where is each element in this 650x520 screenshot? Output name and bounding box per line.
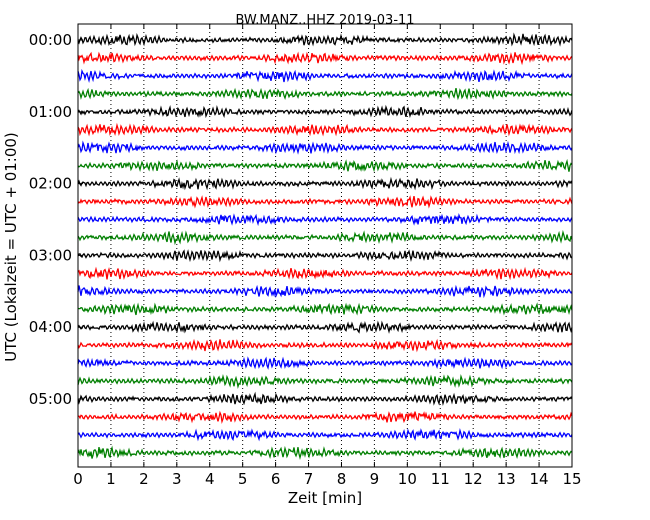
trace-line [77, 229, 573, 246]
trace-line [77, 104, 573, 119]
trace-line [77, 302, 573, 316]
chart-title: BW.MANZ..HHZ 2019-03-11 [235, 13, 414, 28]
x-tick-label: 3 [172, 470, 182, 488]
x-tick-label: 14 [530, 470, 549, 488]
trace-line [77, 338, 573, 353]
x-tick-label: 1 [106, 470, 116, 488]
trace-line [77, 284, 573, 299]
y-tick-label: 05:00 [29, 390, 72, 408]
trace-line [77, 176, 573, 191]
x-axis-ticks: 0 1 2 3 4 5 6 7 8 9 10 11 12 13 14 15 [73, 24, 582, 488]
x-tick-label: 15 [562, 470, 581, 488]
seismic-traces [77, 32, 573, 460]
trace-line [77, 158, 573, 173]
x-tick-label: 12 [464, 470, 483, 488]
y-tick-label: 00:00 [29, 31, 72, 49]
x-tick-label: 4 [205, 470, 215, 488]
x-tick-label: 9 [370, 470, 380, 488]
y-axis-label: UTC (Lokalzeit = UTC + 01:00) [2, 132, 20, 362]
trace-line [77, 428, 573, 442]
trace-line [77, 195, 573, 209]
y-axis-ticks: 00:00 01:00 02:00 03:00 04:00 05:00 [29, 31, 83, 408]
trace-line [77, 410, 573, 425]
trace-line [77, 373, 573, 390]
x-tick-label: 2 [139, 470, 149, 488]
trace-line [77, 140, 573, 155]
trace-line [77, 320, 573, 334]
trace-line [77, 32, 573, 47]
trace-line [77, 249, 573, 263]
y-tick-label: 02:00 [29, 175, 72, 193]
x-tick-label: 13 [497, 470, 516, 488]
x-tick-label: 5 [238, 470, 248, 488]
x-tick-label: 0 [73, 470, 83, 488]
trace-line [77, 212, 573, 227]
trace-line [77, 51, 573, 66]
y-tick-label: 04:00 [29, 318, 72, 336]
x-tick-label: 8 [337, 470, 347, 488]
x-tick-label: 7 [304, 470, 314, 488]
x-tick-label: 11 [431, 470, 450, 488]
y-tick-label: 01:00 [29, 103, 72, 121]
y-tick-label: 03:00 [29, 246, 72, 264]
trace-line [77, 68, 573, 83]
x-axis-label: Zeit [min] [288, 489, 362, 507]
trace-line [77, 445, 573, 460]
x-tick-label: 10 [398, 470, 417, 488]
trace-line [77, 122, 573, 137]
trace-line [77, 356, 573, 370]
x-tick-label: 6 [271, 470, 281, 488]
plot-frame [77, 23, 573, 468]
trace-line [77, 87, 573, 101]
trace-line [77, 391, 573, 406]
trace-line [77, 266, 573, 281]
